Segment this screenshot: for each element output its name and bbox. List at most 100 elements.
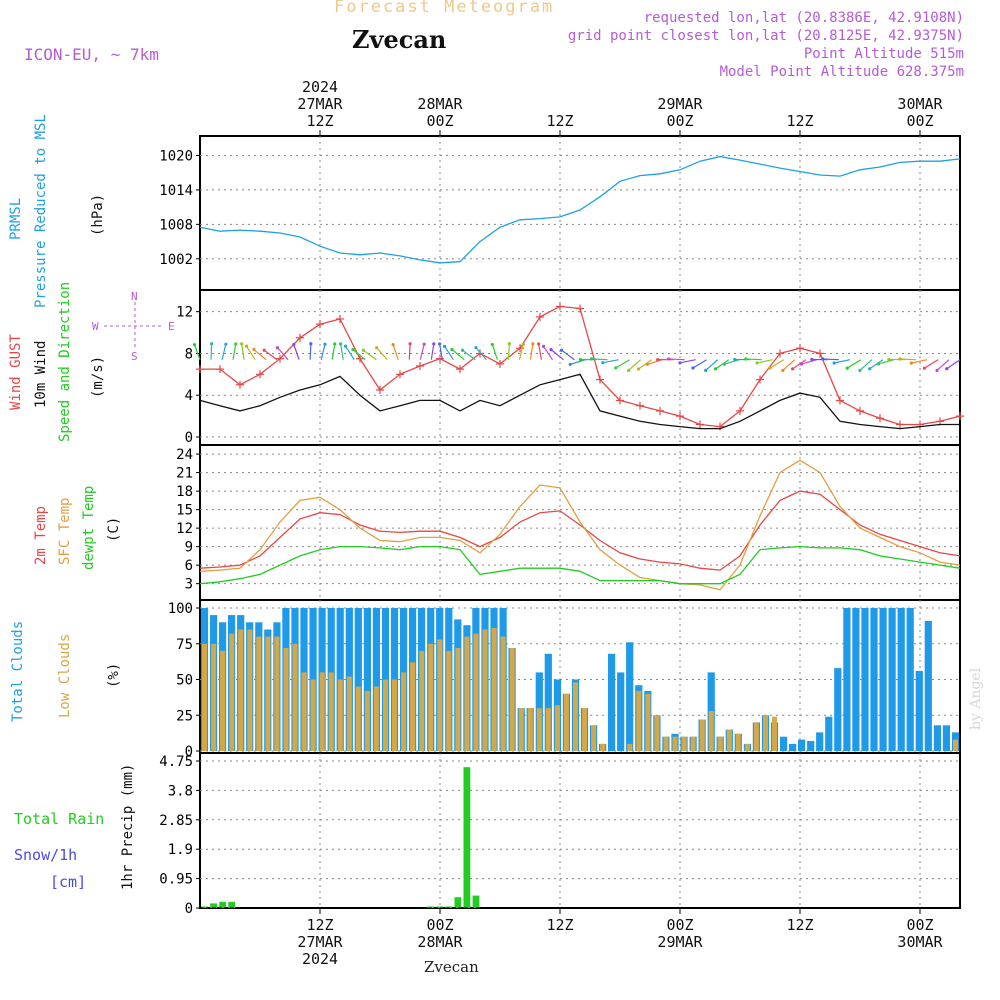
arrow-shaft [277,347,289,361]
arrow-head [192,343,197,347]
arrow-head [832,361,836,365]
arrow-head [408,342,412,346]
arrow-head [821,357,825,361]
wind-direction-arrow [691,359,707,370]
wind-y-tick-label: 8 [185,346,193,362]
wind-direction-arrow [578,358,597,362]
temperature-y-tick-label: 9 [185,540,193,556]
clouds-bar [942,725,950,751]
bottom-time-label: 30MAR [897,933,943,951]
arrow-shaft [859,359,873,371]
arrow-head [209,342,214,346]
arrow-shaft [352,349,366,361]
arrow-shaft [846,359,862,369]
clouds-bar [933,725,941,751]
gust-marker [536,312,544,321]
arrow-head [898,357,902,361]
arrow-head [887,357,891,362]
arrow-head [799,362,804,366]
top-time-label: 12Z [546,112,573,130]
arrow-head [667,357,671,361]
clouds-bar [292,643,298,752]
clouds-bar [753,722,759,751]
clouds-bar [627,743,633,751]
clouds-bar [437,639,443,751]
bottom-time-label: 27MAR [297,933,343,951]
clouds-bar [372,608,380,751]
model-point-altitude: Model Point Altitude 628.375m [719,64,964,80]
arrow-head [351,347,355,352]
arrow-head [240,342,244,346]
arrow-head [922,366,927,370]
gust-marker [236,380,244,389]
wind-direction-arrow [460,348,476,361]
bottom-time-label: 12Z [546,916,573,934]
arrow-head [343,344,348,348]
arrow-head [292,343,296,347]
arrow-head [432,342,436,346]
arrow-head [521,342,525,346]
arrow-shaft [320,344,326,360]
clouds-bar [681,736,687,751]
clouds-bar [373,686,379,751]
clouds-bar [924,620,932,751]
wind-series-1-line [199,373,960,430]
wind-direction-arrow [339,342,344,360]
footer-station: Zvecan [424,958,479,976]
wind-panel: 0 4 8 12 [176,289,964,446]
gust-marker [956,412,964,421]
gust-marker [196,365,204,374]
gust-marker [816,349,824,358]
wind-direction-arrow [252,347,267,361]
clouds-bar [807,741,815,751]
wind-direction-arrow [656,357,674,362]
wind-direction-arrow [868,359,884,371]
arrow-head [537,342,541,346]
temperature-y-tick-label: 6 [185,558,193,574]
arrow-head [568,362,572,366]
arrow-shaft [715,359,730,370]
clouds-bar [482,629,488,751]
clouds-bar [600,743,606,751]
arrow-head [252,347,256,352]
clouds-bar [654,715,660,752]
wind-direction-arrow [935,359,950,372]
clouds-bar [238,629,244,751]
arrow-shaft [679,359,696,364]
temperature-series-2-line [199,545,961,585]
clouds-bar [428,643,434,752]
wind-direction-arrow [244,344,256,361]
wind-series-0-line [200,305,961,428]
wind-direction-arrow [678,359,696,365]
clouds-y-tick-label: 75 [176,637,193,653]
clouds-bar [509,648,515,751]
clouds-bar [401,672,407,751]
arrow-shaft [253,348,267,361]
clouds-bar [419,650,425,751]
bottom-time-label: 12Z [306,916,333,934]
pressure-series-0-line [199,155,961,264]
wind-direction-arrow [945,359,961,371]
gust-marker [636,401,644,410]
gust-marker [376,386,384,394]
top-time-label: 00Z [906,112,933,130]
wind-direction-arrow [331,342,337,360]
arrow-head [339,342,343,346]
clouds-bar [591,725,597,751]
model-name: ICON-EU, ~ 7km [24,45,159,64]
top-time-label: 2024 [302,78,338,96]
clouds-bar [582,708,587,751]
wind-direction-arrow [601,359,619,365]
wind-direction-arrow [361,348,377,361]
gridpoint-coordinates: grid point closest lon,lat (20.8125E, 42… [567,28,964,44]
clouds-bar [355,686,361,751]
clouds-bar [690,736,696,751]
wind-direction-arrow [474,346,487,361]
top-time-label: 00Z [426,112,453,130]
arrow-shaft [475,347,487,361]
wind-direction-arrow [922,359,939,370]
clouds-bar [672,736,678,751]
arrow-head [845,366,849,370]
station-name: Zvecan [352,25,447,54]
wind-direction-arrow [755,359,773,365]
